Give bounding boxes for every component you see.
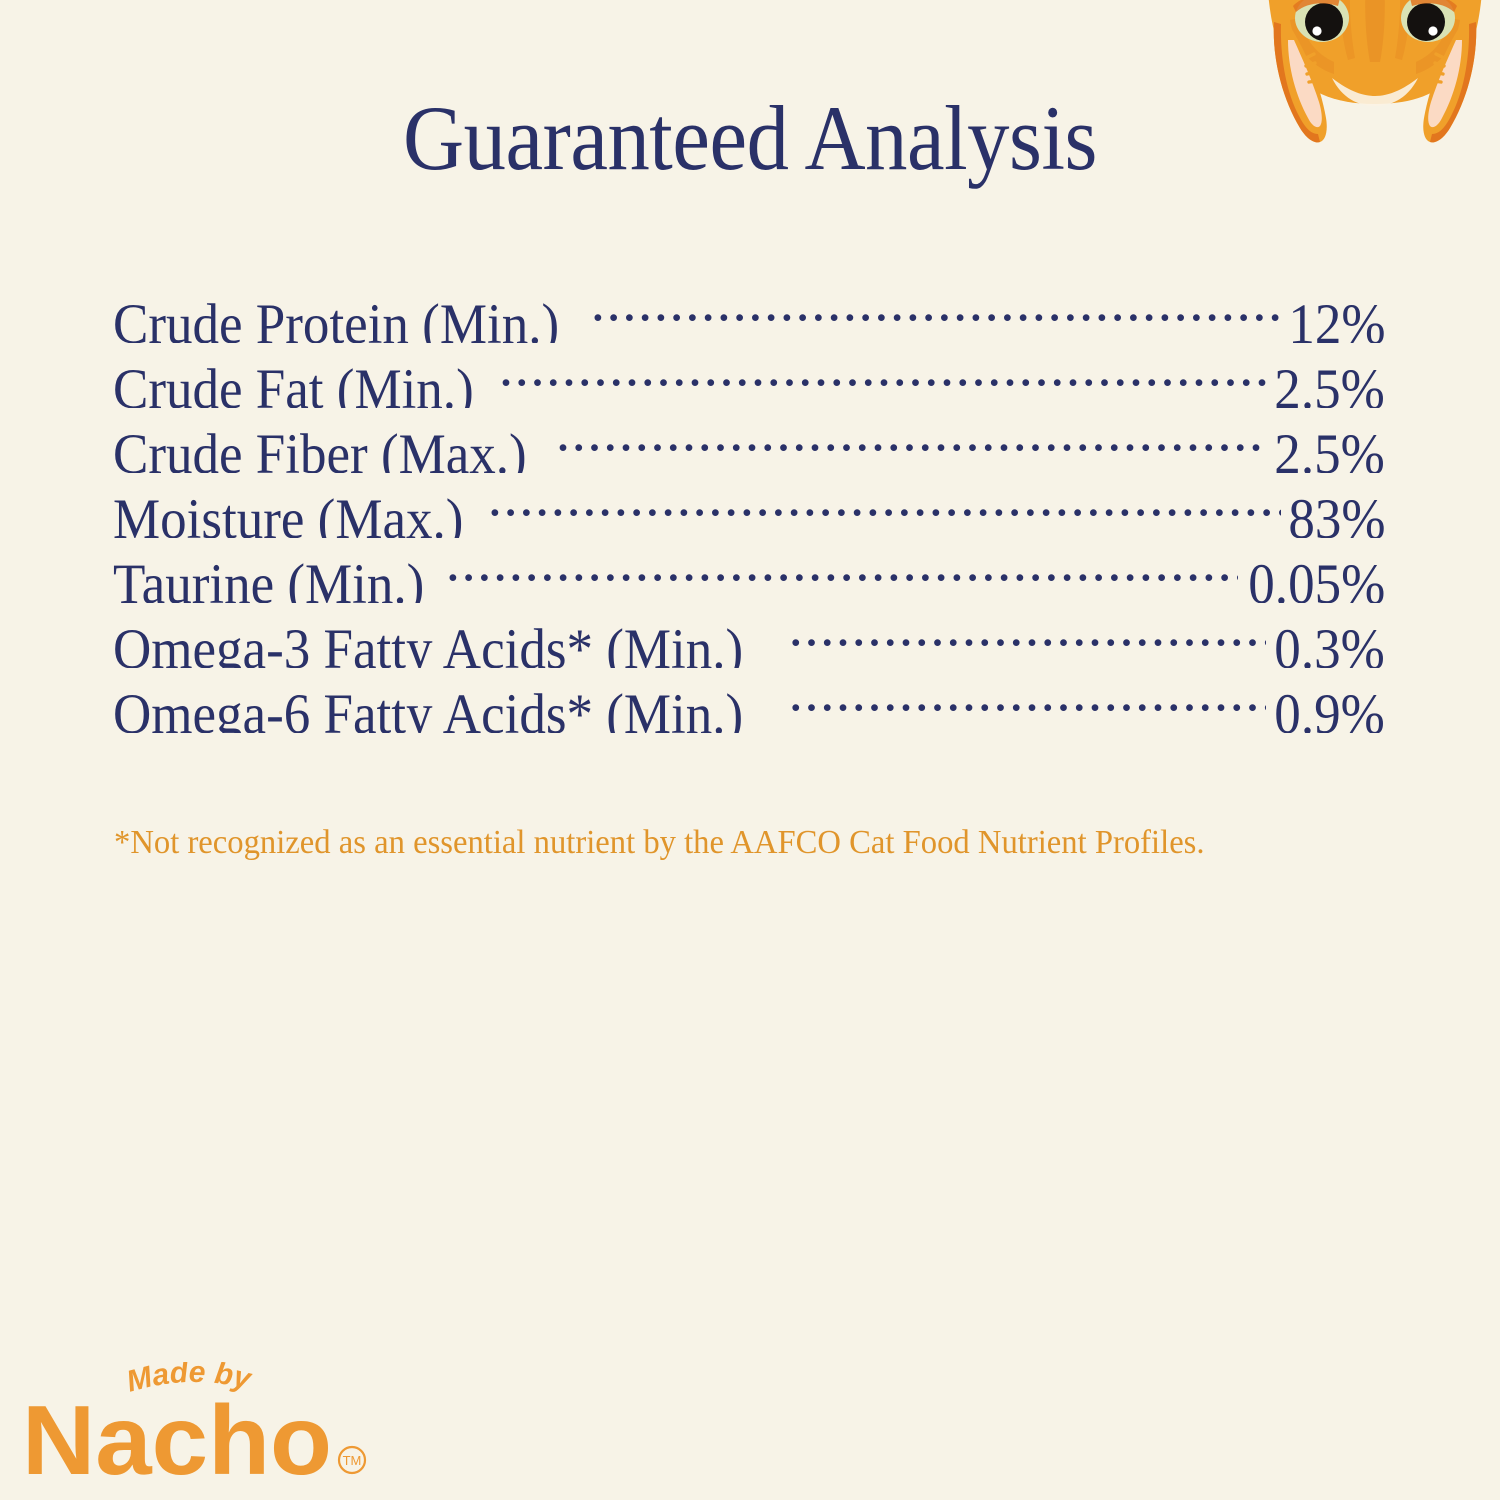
- cat-eye-left: [1293, 0, 1349, 42]
- aafco-footnote: *Not recognized as an essential nutrient…: [114, 824, 1205, 861]
- nutrient-value: 2.5%: [1274, 358, 1385, 408]
- analysis-row: Omega-6 Fatty Acids* (Min.) 0.9%: [113, 668, 1385, 733]
- brand-logo: Made by Nacho TM: [22, 1362, 382, 1492]
- made-by-nacho-logo: Made by Nacho TM: [22, 1362, 367, 1492]
- nutrient-value: 83%: [1287, 488, 1385, 538]
- nutrient-label: Moisture (Max.): [113, 488, 464, 538]
- analysis-row: Moisture (Max.) 83%: [113, 473, 1385, 538]
- nutrient-value: 0.05%: [1248, 553, 1385, 603]
- made-by-text: Made by: [123, 1362, 255, 1399]
- cat-cheek-left: [1290, 18, 1334, 74]
- nutrient-label: Crude Fat (Min.): [113, 358, 474, 408]
- dot-leader: [791, 603, 1267, 668]
- cat-head-shape: [1268, 0, 1482, 104]
- analysis-row: Omega-3 Fatty Acids* (Min.) 0.3%: [113, 603, 1385, 668]
- analysis-row: Crude Protein (Min.) 12%: [113, 278, 1385, 343]
- analysis-row: Crude Fat (Min.) 2.5%: [113, 343, 1385, 408]
- cat-stripe-right: [1395, 0, 1410, 60]
- cat-stripe-center: [1365, 0, 1385, 62]
- trademark-text: TM: [343, 1453, 362, 1468]
- analysis-row: Crude Fiber (Max.) 2.5%: [113, 408, 1385, 473]
- nutrient-value: 0.3%: [1274, 618, 1385, 668]
- trademark-mark: TM: [337, 1445, 367, 1475]
- cat-cheek-right: [1416, 18, 1460, 74]
- brand-name-text: Nacho: [22, 1385, 332, 1492]
- nutrient-label: Crude Fiber (Max.): [113, 423, 527, 473]
- nutrient-value: 0.9%: [1274, 683, 1385, 733]
- page-title: Guaranteed Analysis: [402, 87, 1098, 189]
- dot-leader: [791, 668, 1267, 733]
- guaranteed-analysis-list: Crude Protein (Min.) 12% Crude Fat (Min.…: [113, 278, 1385, 733]
- dot-leader: [490, 473, 1281, 538]
- cat-stripe-left: [1340, 0, 1355, 60]
- dot-leader: [501, 343, 1266, 408]
- analysis-row: Taurine (Min.) 0.05%: [113, 538, 1385, 603]
- nutrient-label: Taurine (Min.): [113, 553, 425, 603]
- nutrient-value: 2.5%: [1274, 423, 1385, 473]
- nutrient-value: 12%: [1287, 293, 1385, 343]
- dot-leader: [558, 408, 1266, 473]
- dot-leader: [593, 278, 1281, 343]
- nutrient-label: Omega-6 Fatty Acids* (Min.): [113, 683, 744, 733]
- dot-leader: [448, 538, 1238, 603]
- cat-eye-right: [1401, 0, 1457, 42]
- nutrient-label: Crude Protein (Min.): [113, 293, 560, 343]
- nutrient-label: Omega-3 Fatty Acids* (Min.): [113, 618, 744, 668]
